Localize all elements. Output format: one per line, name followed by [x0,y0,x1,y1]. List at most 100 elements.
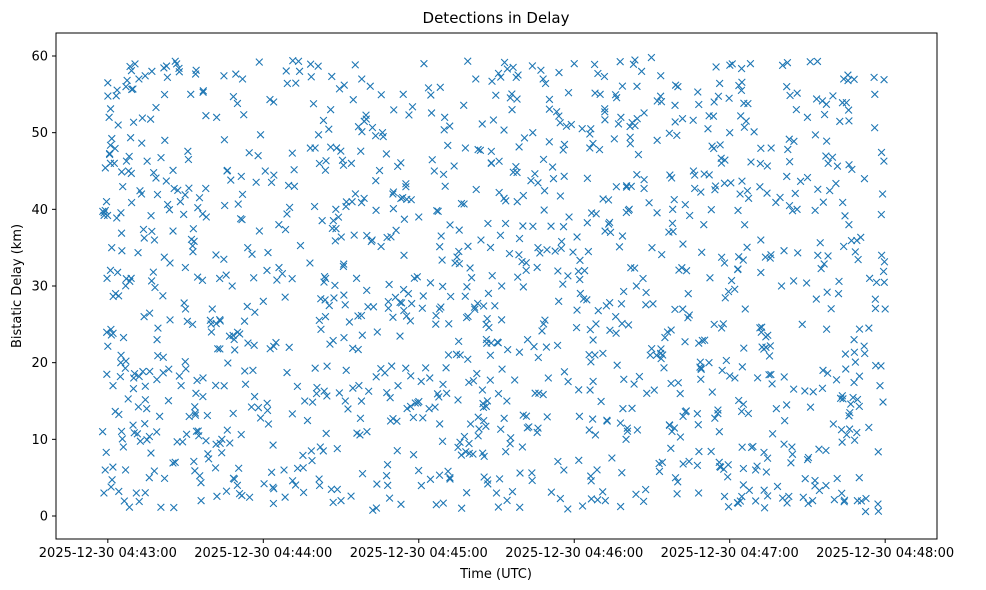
data-point-x-marker [871,295,880,303]
data-point-x-marker [574,267,583,276]
data-point-x-marker [650,386,659,394]
data-point-x-marker [534,353,543,362]
data-point-x-marker [673,131,681,140]
data-point-x-marker [832,179,840,188]
data-point-x-marker [585,350,593,359]
data-point-x-marker [860,174,869,183]
data-point-x-marker [355,381,363,390]
data-point-x-marker [588,415,597,423]
data-point-x-marker [478,120,487,128]
data-point-x-marker [668,205,677,214]
data-point-x-marker [682,266,691,275]
data-point-x-marker [160,253,169,261]
data-point-x-marker [661,333,669,342]
data-point-x-marker [385,280,393,289]
data-point-x-marker [288,476,297,485]
data-point-x-marker [544,374,553,382]
data-point-x-marker [397,159,405,167]
data-point-x-marker [762,468,771,476]
data-point-x-marker [104,342,112,351]
data-point-x-marker [444,320,453,328]
data-point-x-marker [453,253,461,261]
data-point-x-marker [406,372,415,380]
data-point-x-marker [112,214,121,222]
data-point-x-marker [148,67,156,76]
data-point-x-marker [525,423,533,431]
data-point-x-marker [685,211,694,220]
data-point-x-marker [803,455,812,464]
data-point-x-marker [342,366,351,375]
data-point-x-marker [245,148,254,157]
data-point-x-marker [406,317,415,325]
data-point-x-marker [516,469,524,477]
data-point-x-marker [819,198,828,206]
data-point-x-marker [838,198,847,207]
data-point-x-marker [473,369,481,378]
data-point-x-marker [633,426,642,434]
data-point-x-marker [291,481,300,489]
data-point-x-marker [726,61,734,69]
data-point-x-marker [322,429,330,438]
data-point-x-marker [189,224,198,233]
data-point-x-marker [539,320,548,328]
data-point-x-marker [494,503,503,511]
data-point-x-marker [653,97,662,105]
data-point-x-marker [681,337,689,346]
data-point-x-marker [772,404,781,413]
data-point-x-marker [539,390,547,399]
data-point-x-marker [357,397,366,405]
data-point-x-marker [339,262,348,271]
data-point-x-marker [531,389,539,397]
data-point-x-marker [143,436,151,444]
data-point-x-marker [519,283,528,291]
data-point-x-marker [850,75,858,84]
data-point-x-marker [389,188,398,196]
data-point-x-marker [531,169,539,178]
data-point-x-marker [431,320,440,328]
data-point-x-marker [101,466,110,474]
data-point-x-marker [204,455,213,463]
data-point-x-marker [495,157,503,166]
data-point-x-marker [845,425,854,433]
data-point-x-marker [513,197,522,206]
data-point-x-marker [731,374,739,382]
data-point-x-marker [506,94,515,102]
data-point-x-marker [435,420,444,428]
data-point-x-marker [151,283,159,292]
data-point-x-marker [648,243,656,252]
data-point-x-marker [710,320,719,329]
data-point-x-marker [631,121,639,130]
data-point-x-marker [839,395,847,403]
data-point-x-marker [788,206,797,215]
data-point-x-marker [252,178,260,187]
data-point-x-marker [427,91,435,99]
data-point-x-marker [851,248,860,256]
data-point-x-marker [761,253,770,261]
data-point-x-marker [459,101,468,110]
data-point-x-marker [117,351,125,360]
data-point-x-marker [104,79,112,87]
data-point-x-marker [419,292,428,300]
data-point-x-marker [400,306,408,315]
data-point-x-marker [562,122,571,131]
data-point-x-marker [203,411,212,420]
data-point-x-marker [628,404,636,413]
data-point-x-marker [237,172,246,181]
data-point-x-marker [267,178,276,187]
data-point-x-marker [564,272,572,280]
data-point-x-marker [191,467,199,475]
data-point-x-marker [317,325,325,334]
data-point-x-marker [313,383,321,392]
data-point-x-marker [756,183,764,191]
data-point-x-marker [461,144,470,152]
data-point-x-marker [626,139,635,148]
data-point-x-marker [325,301,334,310]
data-point-x-marker [819,366,827,375]
data-point-x-marker [483,476,492,484]
data-point-x-marker [150,236,159,244]
y-tick-label: 20 [31,356,48,371]
data-point-x-marker [557,244,565,253]
data-point-x-marker [101,164,110,172]
data-point-x-marker [705,358,713,367]
data-point-x-marker [254,151,262,160]
